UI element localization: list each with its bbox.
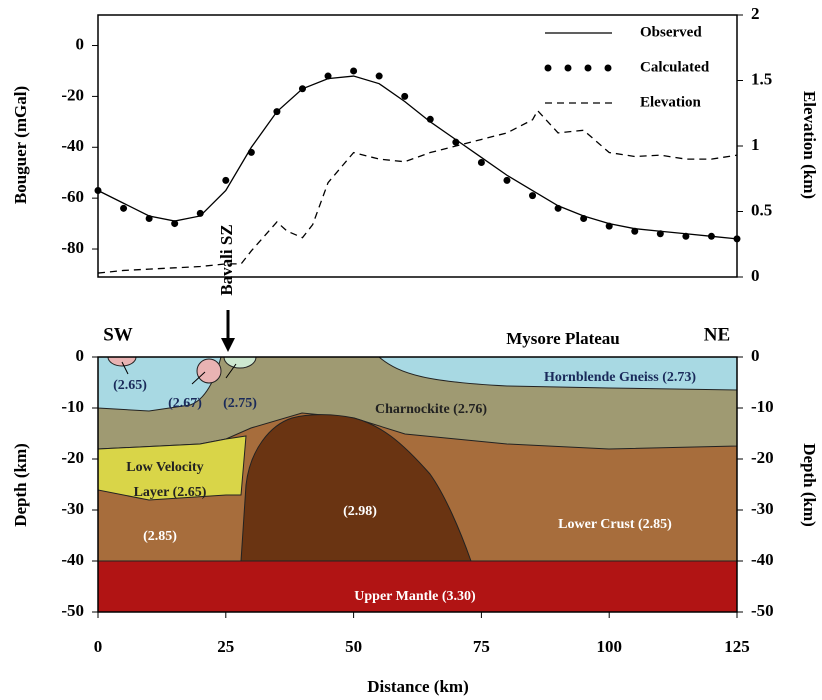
sw-label: SW: [103, 324, 133, 345]
point: [631, 228, 638, 235]
point: [376, 73, 383, 80]
y-tick-label: -20: [61, 85, 84, 104]
unit-label: (2.75): [223, 396, 257, 411]
point: [120, 205, 127, 212]
y-tick-label: 0: [76, 34, 85, 53]
y-tick-label: 0: [751, 346, 760, 365]
point: [580, 215, 587, 222]
y2-tick-label: 1: [751, 135, 760, 154]
y-axis-label: Depth (km): [11, 443, 30, 527]
point: [248, 149, 255, 156]
y-tick-label: -30: [751, 499, 774, 518]
series-line: [98, 111, 737, 273]
y-tick-label: -10: [751, 397, 774, 416]
point: [734, 235, 741, 242]
unit-label: (2.65): [113, 378, 147, 393]
frame: [98, 15, 737, 277]
legend-marker: [585, 65, 592, 72]
unit-label: Low Velocity: [126, 460, 203, 475]
point: [146, 215, 153, 222]
point: [95, 187, 102, 194]
unit-label: (2.67): [168, 396, 202, 411]
x-tick-label: 100: [596, 637, 622, 656]
y2-axis-label: Elevation (km): [800, 91, 819, 199]
y2-tick-label: 0: [751, 266, 760, 285]
point: [325, 73, 332, 80]
unit-label: Charnockite (2.76): [375, 402, 487, 417]
point: [299, 85, 306, 92]
point: [478, 159, 485, 166]
point: [197, 210, 204, 217]
upper-mantle: [98, 561, 737, 612]
legend-marker: [565, 65, 572, 72]
y-axis-label: Depth (km): [800, 443, 819, 527]
point: [452, 139, 459, 146]
unit-label: Hornblende Gneiss (2.73): [544, 370, 696, 385]
point: [529, 192, 536, 199]
y-tick-label: -80: [61, 238, 84, 257]
x-tick-label: 125: [724, 637, 750, 656]
legend-label: Elevation: [640, 94, 701, 110]
legend-marker: [545, 65, 552, 72]
point: [657, 230, 664, 237]
y-tick-label: -20: [751, 448, 774, 467]
unit-label: Lower Crust (2.85): [558, 517, 672, 532]
small-body: [197, 359, 221, 383]
x-tick-label: 50: [345, 637, 362, 656]
point: [171, 220, 178, 227]
legend-marker: [605, 65, 612, 72]
y-axis-label: Bouguer (mGal): [11, 86, 30, 204]
legend-label: Observed: [640, 24, 702, 40]
x-axis-label: Distance (km): [367, 677, 469, 696]
y-tick-label: -60: [61, 187, 84, 206]
point: [708, 233, 715, 240]
y-tick-label: -30: [61, 499, 84, 518]
x-tick-label: 25: [217, 637, 234, 656]
y-tick-label: -40: [61, 550, 84, 569]
point: [427, 116, 434, 123]
unit-label: Upper Mantle (3.30): [354, 589, 476, 604]
unit-label: (2.85): [143, 529, 177, 544]
point: [350, 67, 357, 74]
point: [606, 223, 613, 230]
y-tick-label: -40: [751, 550, 774, 569]
arrow-head: [221, 338, 235, 352]
figure: Bavali SZ Bouguer (mGal) Elevation (km) …: [0, 0, 822, 700]
y-tick-label: -10: [61, 397, 84, 416]
x-tick-label: 75: [473, 637, 490, 656]
page: Bavali SZ Bouguer (mGal) Elevation (km) …: [0, 0, 822, 700]
point: [555, 205, 562, 212]
x-tick-label: 0: [94, 637, 103, 656]
y-tick-label: 0: [76, 346, 85, 365]
legend-label: Calculated: [640, 59, 710, 75]
y2-tick-label: 1.5: [751, 69, 772, 88]
y2-tick-label: 0.5: [751, 200, 772, 219]
point: [273, 108, 280, 115]
point: [222, 177, 229, 184]
y-tick-label: -40: [61, 136, 84, 155]
unit-label: Layer (2.65): [134, 485, 207, 500]
y2-tick-label: 2: [751, 4, 760, 23]
y-tick-label: -50: [751, 601, 774, 620]
point: [503, 177, 510, 184]
y-tick-label: -50: [61, 601, 84, 620]
y-tick-label: -20: [61, 448, 84, 467]
point: [682, 233, 689, 240]
point: [401, 93, 408, 100]
ne-label: NE: [704, 324, 730, 345]
annotation: Bavali SZ: [217, 224, 236, 295]
section-title: Mysore Plateau: [506, 329, 619, 348]
unit-label: (2.98): [343, 504, 377, 519]
